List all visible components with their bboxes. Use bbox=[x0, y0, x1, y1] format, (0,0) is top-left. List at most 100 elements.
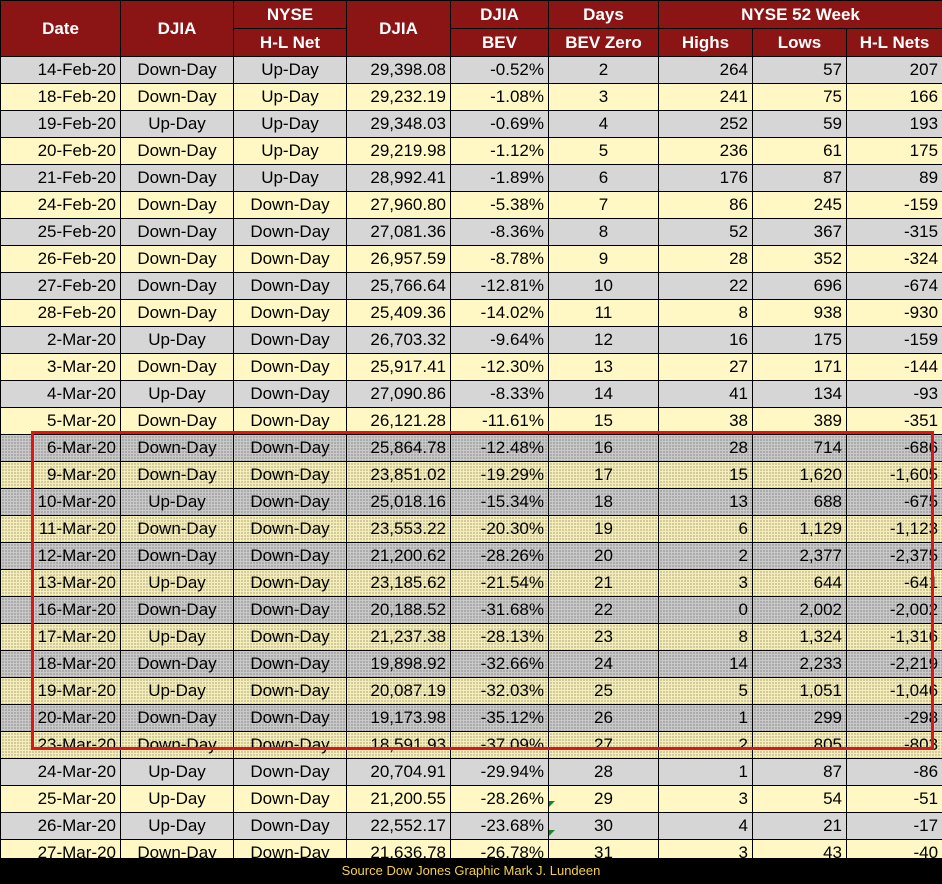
highs-cell: 176 bbox=[659, 165, 753, 192]
djia-bev-cell: -0.69% bbox=[451, 111, 549, 138]
djia-direction-cell: Down-Day bbox=[121, 273, 234, 300]
djia-bev-cell: -12.48% bbox=[451, 435, 549, 462]
date-cell: 14-Feb-20 bbox=[1, 57, 121, 84]
days-bev-zero-cell: 16 bbox=[549, 435, 659, 462]
date-cell: 3-Mar-20 bbox=[1, 354, 121, 381]
hl-nets-cell: -17 bbox=[847, 813, 942, 840]
djia-bev-cell: -23.68% bbox=[451, 813, 549, 840]
djia-value-cell: 29,398.08 bbox=[347, 57, 451, 84]
djia-bev-cell: -28.26% bbox=[451, 543, 549, 570]
djia-direction-cell: Down-Day bbox=[121, 597, 234, 624]
djia-value-cell: 25,018.16 bbox=[347, 489, 451, 516]
days-bev-zero-cell: 13 bbox=[549, 354, 659, 381]
hl-nets-cell: -930 bbox=[847, 300, 942, 327]
nyse-hl-net-cell: Down-Day bbox=[234, 246, 347, 273]
highs-cell: 14 bbox=[659, 651, 753, 678]
lows-cell: 714 bbox=[753, 435, 847, 462]
nyse-hl-net-cell: Down-Day bbox=[234, 570, 347, 597]
lows-cell: 1,129 bbox=[753, 516, 847, 543]
date-cell: 16-Mar-20 bbox=[1, 597, 121, 624]
hl-nets-cell: -1,605 bbox=[847, 462, 942, 489]
header-hl-nets: H-L Nets bbox=[847, 29, 942, 57]
days-bev-zero-cell: 12 bbox=[549, 327, 659, 354]
lows-cell: 1,051 bbox=[753, 678, 847, 705]
date-cell: 20-Feb-20 bbox=[1, 138, 121, 165]
djia-value-cell: 18,591.93 bbox=[347, 732, 451, 759]
djia-bev-cell: -8.36% bbox=[451, 219, 549, 246]
djia-value-cell: 27,960.80 bbox=[347, 192, 451, 219]
highs-cell: 236 bbox=[659, 138, 753, 165]
header-djia-direction: DJIA bbox=[121, 1, 234, 57]
highs-cell: 2 bbox=[659, 732, 753, 759]
hl-nets-cell: -686 bbox=[847, 435, 942, 462]
days-bev-zero-cell: 8 bbox=[549, 219, 659, 246]
header-djia-bev-top: DJIA bbox=[451, 1, 549, 29]
djia-bev-cell: -0.52% bbox=[451, 57, 549, 84]
lows-cell: 644 bbox=[753, 570, 847, 597]
nyse-hl-net-cell: Up-Day bbox=[234, 111, 347, 138]
days-bev-zero-cell: 28 bbox=[549, 759, 659, 786]
lows-cell: 1,324 bbox=[753, 624, 847, 651]
lows-cell: 61 bbox=[753, 138, 847, 165]
hl-nets-cell: -144 bbox=[847, 354, 942, 381]
djia-value-cell: 29,219.98 bbox=[347, 138, 451, 165]
lows-cell: 352 bbox=[753, 246, 847, 273]
days-bev-zero-cell: 22 bbox=[549, 597, 659, 624]
djia-bev-cell: -12.30% bbox=[451, 354, 549, 381]
highs-cell: 28 bbox=[659, 435, 753, 462]
header-date: Date bbox=[1, 1, 121, 57]
djia-direction-cell: Down-Day bbox=[121, 84, 234, 111]
lows-cell: 245 bbox=[753, 192, 847, 219]
djia-direction-cell: Down-Day bbox=[121, 57, 234, 84]
djia-value-cell: 27,081.36 bbox=[347, 219, 451, 246]
date-cell: 10-Mar-20 bbox=[1, 489, 121, 516]
nyse-hl-net-cell: Down-Day bbox=[234, 219, 347, 246]
comment-marker bbox=[549, 801, 555, 807]
nyse-hl-net-cell: Up-Day bbox=[234, 57, 347, 84]
djia-value-cell: 26,703.32 bbox=[347, 327, 451, 354]
djia-bev-cell: -19.29% bbox=[451, 462, 549, 489]
lows-cell: 2,002 bbox=[753, 597, 847, 624]
highs-cell: 0 bbox=[659, 597, 753, 624]
header-djia-value: DJIA bbox=[347, 1, 451, 57]
nyse-hl-net-cell: Down-Day bbox=[234, 462, 347, 489]
djia-direction-cell: Down-Day bbox=[121, 651, 234, 678]
djia-direction-cell: Down-Day bbox=[121, 732, 234, 759]
date-cell: 17-Mar-20 bbox=[1, 624, 121, 651]
djia-direction-cell: Down-Day bbox=[121, 462, 234, 489]
djia-value-cell: 19,173.98 bbox=[347, 705, 451, 732]
highs-cell: 2 bbox=[659, 543, 753, 570]
header-nyse: NYSE bbox=[234, 1, 347, 29]
nyse-hl-net-cell: Down-Day bbox=[234, 327, 347, 354]
lows-cell: 2,377 bbox=[753, 543, 847, 570]
djia-bev-cell: -31.68% bbox=[451, 597, 549, 624]
date-cell: 26-Feb-20 bbox=[1, 246, 121, 273]
djia-direction-cell: Down-Day bbox=[121, 516, 234, 543]
days-bev-zero-cell: 20 bbox=[549, 543, 659, 570]
date-cell: 5-Mar-20 bbox=[1, 408, 121, 435]
lows-cell: 87 bbox=[753, 165, 847, 192]
date-cell: 25-Mar-20 bbox=[1, 786, 121, 813]
nyse-hl-net-cell: Down-Day bbox=[234, 813, 347, 840]
header-lows: Lows bbox=[753, 29, 847, 57]
djia-value-cell: 20,188.52 bbox=[347, 597, 451, 624]
djia-bev-cell: -1.89% bbox=[451, 165, 549, 192]
djia-bev-cell: -28.26% bbox=[451, 786, 549, 813]
nyse-hl-net-cell: Down-Day bbox=[234, 273, 347, 300]
djia-bev-cell: -11.61% bbox=[451, 408, 549, 435]
hl-nets-cell: -641 bbox=[847, 570, 942, 597]
date-cell: 23-Mar-20 bbox=[1, 732, 121, 759]
highs-cell: 1 bbox=[659, 705, 753, 732]
highs-cell: 252 bbox=[659, 111, 753, 138]
hl-nets-cell: 175 bbox=[847, 138, 942, 165]
lows-cell: 175 bbox=[753, 327, 847, 354]
nyse-hl-net-cell: Down-Day bbox=[234, 786, 347, 813]
date-cell: 12-Mar-20 bbox=[1, 543, 121, 570]
comment-marker bbox=[549, 830, 555, 836]
djia-value-cell: 21,200.55 bbox=[347, 786, 451, 813]
